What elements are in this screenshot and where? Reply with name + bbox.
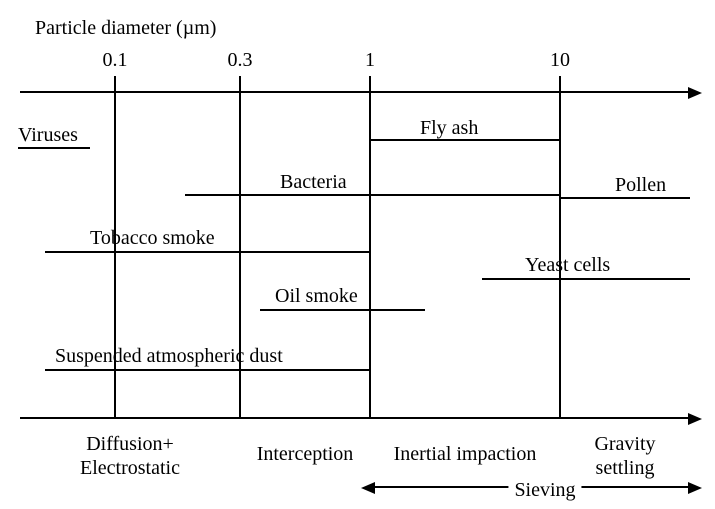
particle-range-bar	[18, 147, 90, 149]
tick-label: 0.1	[103, 50, 128, 70]
top-axis	[20, 91, 688, 93]
tick-label: 0.3	[228, 50, 253, 70]
particle-label: Suspended atmospheric dust	[55, 346, 283, 366]
sieving-arrow-left	[361, 482, 375, 494]
sieving-label: Sieving	[508, 480, 581, 500]
tick-label: 1	[365, 50, 375, 70]
axis-title: Particle diameter (µm)	[35, 18, 216, 38]
particle-range-bar	[260, 309, 425, 311]
particle-label: Oil smoke	[275, 286, 358, 306]
particle-label: Viruses	[18, 125, 78, 145]
particle-label: Pollen	[615, 175, 666, 195]
particle-label: Yeast cells	[525, 255, 610, 275]
particle-label: Fly ash	[420, 118, 478, 138]
particle-range-bar	[482, 278, 690, 280]
bottom-axis-arrow	[688, 413, 702, 425]
particle-size-diagram: Particle diameter (µm) 0.1 0.3 1 10 Viruses Fl…	[0, 0, 715, 509]
tick-line	[559, 76, 561, 418]
particle-range-bar	[45, 251, 370, 253]
sieving-arrow-right	[688, 482, 702, 494]
particle-range-bar	[185, 194, 560, 196]
tick-label: 10	[550, 50, 570, 70]
mechanism-label: Interception	[257, 444, 354, 464]
particle-range-bar	[370, 139, 560, 141]
mechanism-label: settling	[596, 458, 655, 478]
particle-range-bar	[45, 369, 370, 371]
mechanism-label: Electrostatic	[80, 458, 180, 478]
particle-label: Tobacco smoke	[90, 228, 215, 248]
bottom-axis	[20, 417, 688, 419]
top-axis-arrow	[688, 87, 702, 99]
particle-label: Bacteria	[280, 172, 347, 192]
mechanism-label: Gravity	[594, 434, 655, 454]
mechanism-label: Diffusion+	[86, 434, 174, 454]
particle-range-bar	[560, 197, 690, 199]
tick-line	[369, 76, 371, 418]
mechanism-label: Inertial impaction	[394, 444, 537, 464]
